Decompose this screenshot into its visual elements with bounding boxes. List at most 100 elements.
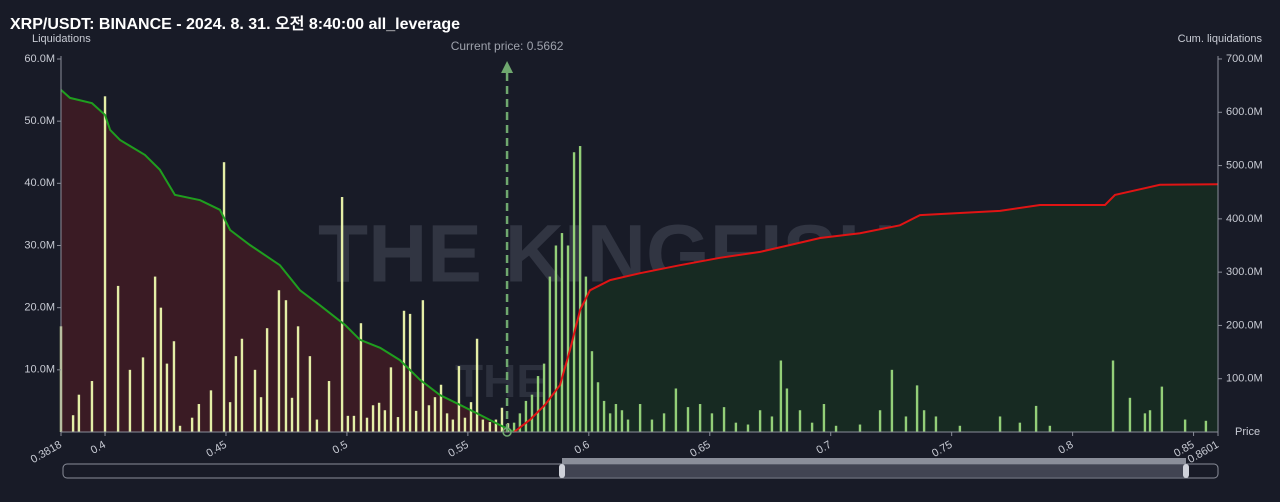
- bar: [1183, 419, 1187, 432]
- bar: [572, 152, 576, 432]
- bar: [1034, 405, 1038, 432]
- bar: [500, 407, 504, 432]
- bar: [746, 424, 750, 432]
- bar: [190, 417, 194, 432]
- bar: [128, 369, 132, 432]
- bar: [626, 419, 630, 432]
- bar: [451, 419, 455, 432]
- bar: [346, 415, 350, 432]
- bar: [686, 407, 690, 432]
- bar: [383, 410, 387, 432]
- bar: [228, 402, 232, 432]
- bar: [878, 410, 882, 432]
- bar: [958, 425, 962, 432]
- scrollbar[interactable]: [62, 458, 1219, 479]
- bar: [259, 397, 263, 432]
- y-tick-label: 20.0M: [24, 302, 55, 314]
- bar: [602, 400, 606, 432]
- bar: [890, 369, 894, 432]
- y2-axis-label: Cum. liquidations: [1178, 33, 1263, 45]
- bar: [560, 233, 564, 432]
- bar: [822, 404, 826, 432]
- bar: [512, 422, 516, 432]
- bar: [1048, 425, 1052, 432]
- bar: [590, 351, 594, 432]
- bar: [71, 415, 75, 432]
- current-price-arrow: [501, 61, 514, 73]
- bar: [481, 419, 485, 432]
- bar: [359, 323, 363, 432]
- y2-tick-label: 700.0M: [1226, 53, 1263, 65]
- bar: [584, 276, 588, 432]
- bar: [290, 397, 294, 432]
- bar: [542, 363, 546, 432]
- bar: [608, 413, 612, 432]
- bar: [421, 300, 425, 432]
- chart-title: XRP/USDT: BINANCE - 2024. 8. 31. 오전 8:40…: [10, 15, 460, 33]
- bar: [758, 410, 762, 432]
- bar: [518, 413, 522, 432]
- y-tick-label: 10.0M: [24, 364, 55, 376]
- bar: [389, 367, 393, 432]
- bar: [408, 313, 412, 432]
- bar: [352, 415, 356, 432]
- bar: [475, 338, 479, 432]
- bar: [620, 410, 624, 432]
- plot: [59, 89, 1219, 433]
- bar: [662, 413, 666, 432]
- scroll-handle[interactable]: [559, 464, 565, 478]
- bar: [377, 402, 381, 432]
- bar: [284, 300, 288, 432]
- bar: [396, 417, 400, 432]
- bar: [457, 366, 461, 432]
- bar: [234, 356, 238, 432]
- cumulative-area: [514, 184, 1218, 432]
- bar: [469, 402, 473, 432]
- bar: [103, 96, 107, 433]
- bar: [810, 422, 814, 432]
- bar: [165, 363, 169, 432]
- bar: [197, 404, 201, 432]
- bar: [785, 388, 789, 432]
- bar: [904, 416, 908, 432]
- bar: [209, 390, 213, 432]
- bar: [1018, 422, 1022, 432]
- bar: [1128, 397, 1132, 432]
- bar: [770, 416, 774, 432]
- bar: [90, 381, 94, 432]
- bar: [698, 404, 702, 432]
- bar: [674, 388, 678, 432]
- bar: [494, 419, 498, 432]
- y2-tick-label: 200.0M: [1226, 319, 1263, 331]
- bar: [1148, 410, 1152, 432]
- y2-tick-label: 400.0M: [1226, 213, 1263, 225]
- bar: [433, 397, 437, 432]
- bar: [554, 245, 558, 432]
- y-tick-label: 50.0M: [24, 115, 55, 127]
- bar: [402, 310, 406, 432]
- y-tick-label: 40.0M: [24, 177, 55, 189]
- bar: [614, 404, 618, 432]
- bar: [315, 419, 319, 432]
- bar: [798, 410, 802, 432]
- bar: [536, 376, 540, 432]
- bar: [371, 405, 375, 432]
- y2-tick-label: 500.0M: [1226, 159, 1263, 171]
- bar: [159, 307, 163, 432]
- bar: [834, 425, 838, 432]
- bar: [596, 382, 600, 432]
- bar: [548, 276, 552, 432]
- cumulative-line: [513, 183, 1219, 433]
- bar: [414, 410, 418, 432]
- scroll-handle[interactable]: [1183, 464, 1189, 478]
- bar: [240, 338, 244, 432]
- bar: [566, 245, 570, 432]
- bar: [265, 328, 269, 432]
- y-tick-label: 60.0M: [24, 53, 55, 65]
- scroll-handle-bar[interactable]: [562, 458, 1186, 464]
- y-tick-label: 30.0M: [24, 239, 55, 251]
- bar: [578, 146, 582, 433]
- y2-tick-label: 600.0M: [1226, 106, 1263, 118]
- bar: [488, 422, 492, 432]
- y2-tick-label: 100.0M: [1226, 373, 1263, 385]
